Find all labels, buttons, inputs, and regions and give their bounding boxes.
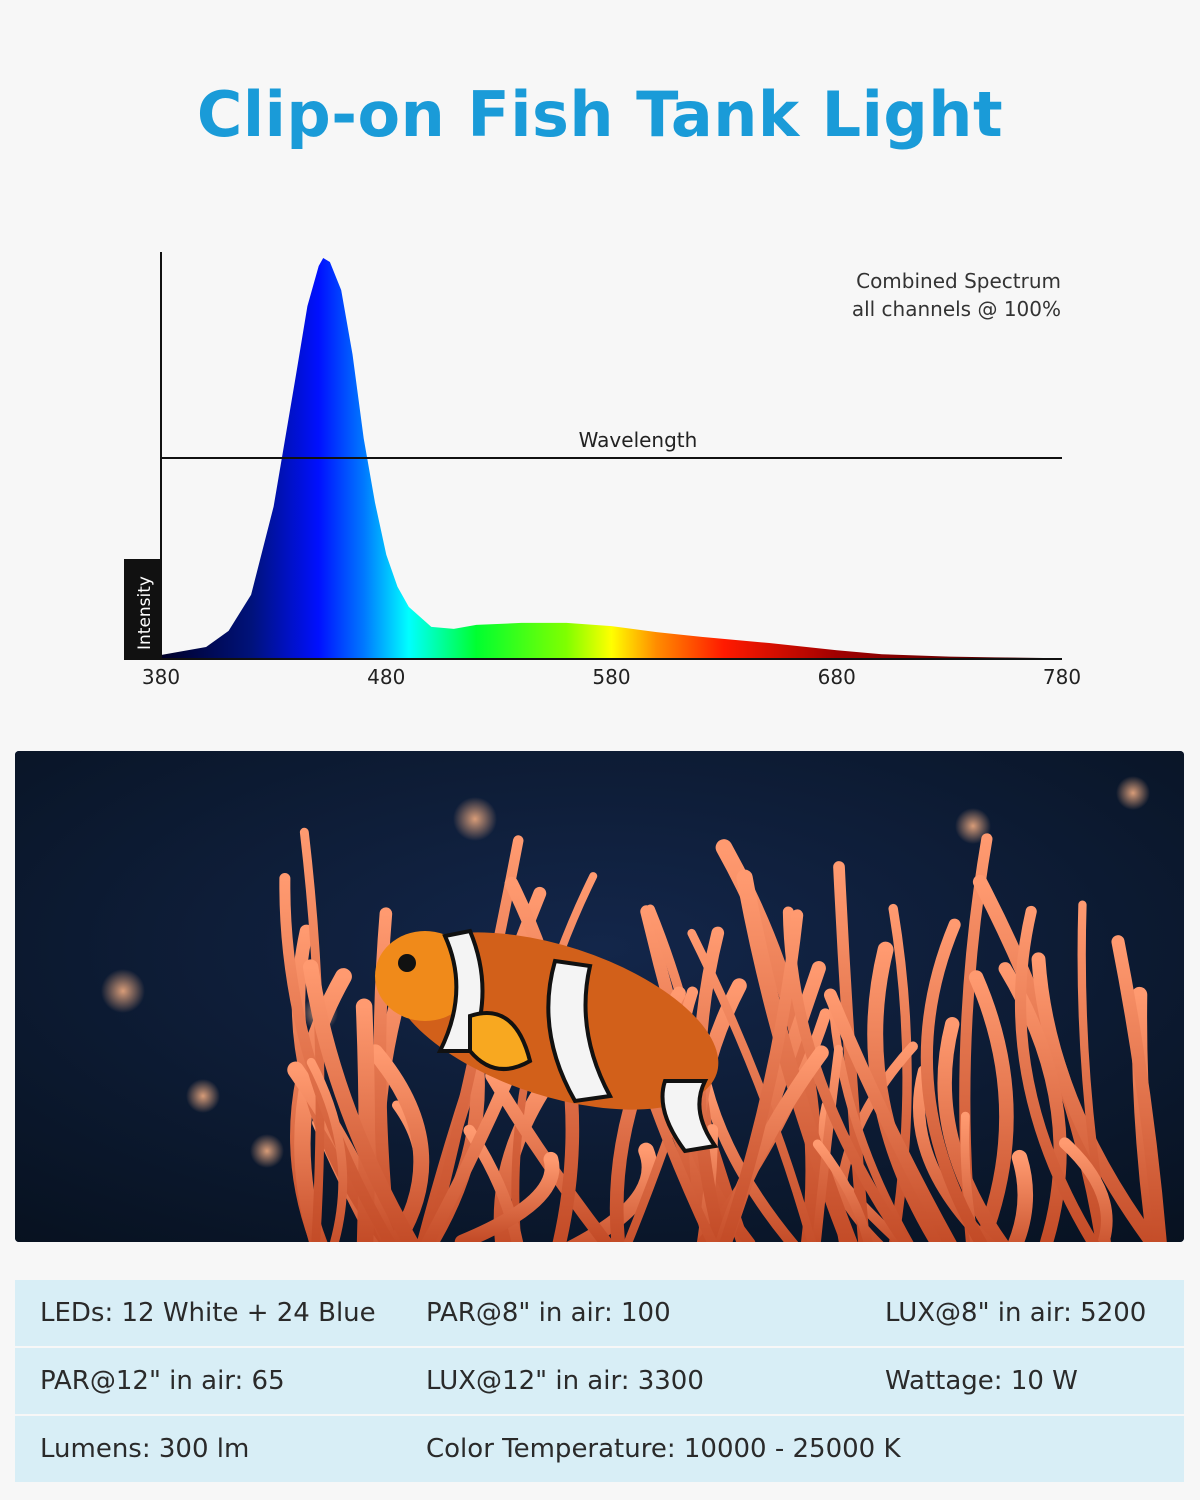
spec-lux-12: LUX@12" in air: 3300 <box>426 1366 704 1396</box>
anemone-tentacle <box>1015 905 1100 1242</box>
specs-table: LEDs: 12 White + 24 Blue PAR@8" in air: … <box>15 1280 1184 1484</box>
anemone-tentacle <box>420 1069 516 1242</box>
spectrum-area <box>161 258 1062 659</box>
y-axis-label: Intensity <box>135 576 155 650</box>
spec-lux-8: LUX@8" in air: 5200 <box>885 1298 1147 1328</box>
anemone-tentacle <box>454 1151 560 1242</box>
anemone-tentacle <box>828 1001 914 1242</box>
x-tick-label: 680 <box>818 665 856 689</box>
x-tick-label: 580 <box>592 665 630 689</box>
anemone-tentacle <box>302 959 420 1242</box>
specs-row: LEDs: 12 White + 24 Blue PAR@8" in air: … <box>15 1280 1184 1346</box>
anemone-tentacle <box>1031 952 1161 1242</box>
annotation-line-1: Combined Spectrum <box>856 269 1061 293</box>
anemone-tentacle <box>719 909 804 1242</box>
anemone-tentacle <box>812 1139 873 1242</box>
x-tick-label: 380 <box>142 665 180 689</box>
specs-row: PAR@12" in air: 65 LUX@12" in air: 3300 … <box>15 1348 1184 1414</box>
anemone-tentacle <box>823 988 957 1242</box>
anemone-tentacle <box>888 903 912 1242</box>
clownfish <box>375 928 719 1154</box>
anemone-tentacle <box>812 1044 843 1242</box>
specs-row: Lumens: 300 lm Color Temperature: 10000 … <box>15 1416 1184 1482</box>
anemone-tentacle <box>736 869 858 1242</box>
anemone-tentacle <box>960 1111 980 1242</box>
anemone-tentacle <box>700 1080 799 1242</box>
anemone-tentacle <box>937 1016 1009 1242</box>
aquarium-photo <box>15 751 1184 1242</box>
spectrum-chart: Wavelength Intensity Combined Spectrum a… <box>124 252 1081 689</box>
x-tick-label: 480 <box>367 665 405 689</box>
spec-wattage: Wattage: 10 W <box>885 1366 1078 1396</box>
spec-leds: LEDs: 12 White + 24 Blue <box>40 1298 376 1328</box>
anemone-tentacle <box>306 1057 348 1242</box>
page-title: Clip-on Fish Tank Light <box>196 78 1004 151</box>
spec-color-temperature: Color Temperature: 10000 - 25000 K <box>426 1434 901 1464</box>
anemone-tentacle <box>1058 1137 1113 1242</box>
anemone-tentacle <box>920 918 988 1242</box>
clownfish-anemone-image <box>15 751 1184 1242</box>
x-tick-label: 780 <box>1043 665 1081 689</box>
spec-par-12: PAR@12" in air: 65 <box>40 1366 285 1396</box>
anemone-tentacle <box>566 1142 658 1242</box>
anemone-tentacle <box>1007 1149 1034 1242</box>
anemone-tentacle <box>355 998 376 1242</box>
spec-par-8: PAR@8" in air: 100 <box>426 1298 671 1328</box>
y-axis-label-box <box>124 559 161 660</box>
spec-lumens: Lumens: 300 lm <box>40 1434 250 1464</box>
anemone-tentacle <box>1111 935 1167 1242</box>
x-axis-label: Wavelength <box>579 428 698 452</box>
annotation-line-2: all channels @ 100% <box>852 297 1061 321</box>
